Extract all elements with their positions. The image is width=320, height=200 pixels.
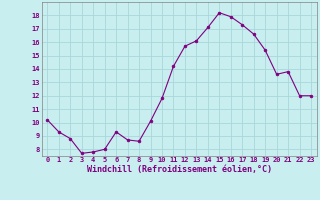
X-axis label: Windchill (Refroidissement éolien,°C): Windchill (Refroidissement éolien,°C) xyxy=(87,165,272,174)
